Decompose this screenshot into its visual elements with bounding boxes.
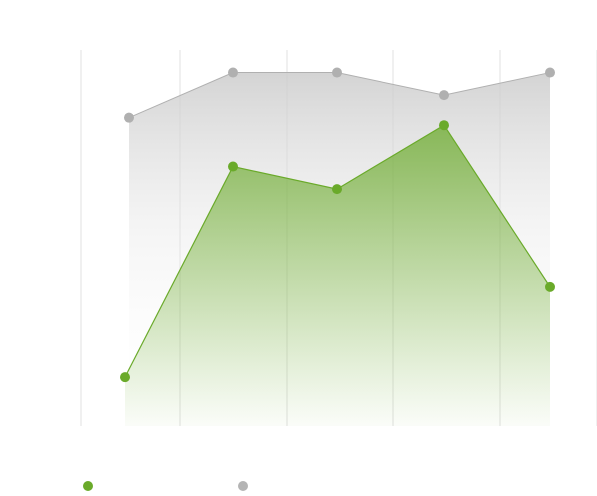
series-0-point-4[interactable]: [545, 281, 555, 292]
legend-marker-series-0: [83, 481, 93, 491]
legend-item-series-1[interactable]: [238, 478, 254, 494]
series-areas: [125, 72, 550, 426]
series-1-point-0[interactable]: [124, 112, 134, 123]
legend-marker-series-1: [238, 481, 248, 491]
series-1-point-2[interactable]: [332, 67, 342, 78]
legend-item-series-0[interactable]: [83, 478, 99, 494]
series-1-point-4[interactable]: [545, 67, 555, 78]
series-points: [120, 67, 555, 383]
series-1-point-3[interactable]: [439, 90, 449, 101]
series-0-area: [125, 125, 550, 426]
series-0-point-3[interactable]: [439, 120, 449, 131]
series-0-point-1[interactable]: [228, 161, 238, 172]
series-1-point-1[interactable]: [228, 67, 238, 78]
series-0-point-0[interactable]: [120, 372, 130, 383]
series-0-point-2[interactable]: [332, 184, 342, 195]
